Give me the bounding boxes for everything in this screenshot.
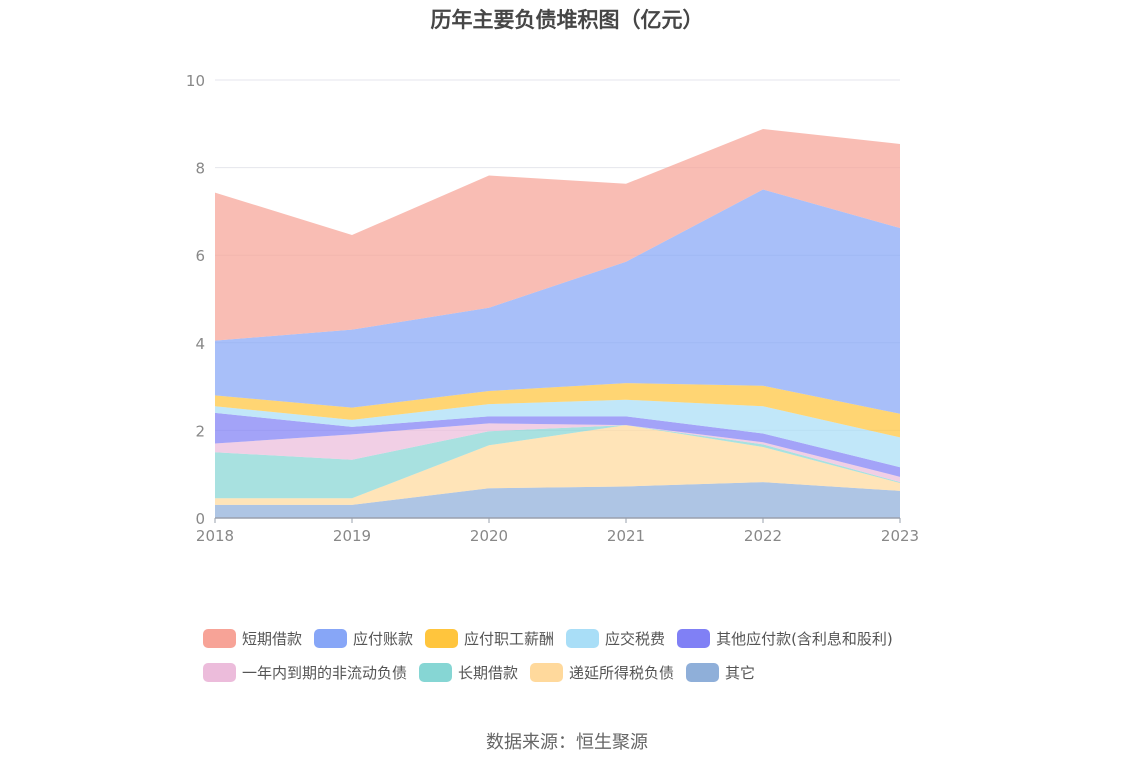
area-series xyxy=(215,383,900,438)
legend-label: 递延所得税负债 xyxy=(569,664,675,682)
legend-swatch xyxy=(203,629,236,648)
axes: 0 2 4 6 8 10 2018 2019 2020 2021 2022 2023 xyxy=(186,72,919,545)
legend-label: 其它 xyxy=(725,664,756,682)
x-tick-label: 2020 xyxy=(470,527,508,545)
x-tick-label: 2019 xyxy=(333,527,371,545)
legend-swatch xyxy=(203,663,236,682)
area-series xyxy=(215,412,900,477)
legend-swatch xyxy=(530,663,564,682)
area-series xyxy=(215,423,900,483)
legend-label: 短期借款 xyxy=(242,630,303,648)
x-tick-label: 2022 xyxy=(744,527,782,545)
x-tick-label: 2023 xyxy=(881,527,919,545)
area-series xyxy=(215,425,900,499)
area-series xyxy=(215,129,900,341)
x-tick-label: 2021 xyxy=(607,527,645,545)
area-series xyxy=(215,399,900,468)
legend-item[interactable]: 递延所得税负债 xyxy=(530,662,674,683)
legend-swatch xyxy=(425,629,459,648)
legend-label: 一年内到期的非流动负债 xyxy=(242,664,408,682)
y-tick-label: 4 xyxy=(195,335,205,353)
y-tick-label: 0 xyxy=(195,510,205,528)
legend-swatch xyxy=(419,663,453,682)
legend-row: 一年内到期的非流动负债 长期借款 递延所得税负债 其它 xyxy=(203,662,767,683)
area-series-layer xyxy=(215,129,900,518)
legend-swatch xyxy=(314,629,348,648)
chart-title: 历年主要负债堆积图（亿元） xyxy=(430,8,704,32)
area-series xyxy=(215,482,900,518)
legend-label: 长期借款 xyxy=(458,664,519,682)
stacked-area-chart: 0 2 4 6 8 10 2018 2019 2020 2021 2022 2023 xyxy=(186,72,919,545)
legend-label: 其他应付款(含利息和股利) xyxy=(716,630,893,648)
y-tick-label: 10 xyxy=(186,72,205,90)
legend-swatch xyxy=(686,663,720,682)
legend-item[interactable]: 应付账款 xyxy=(314,628,413,649)
legend-item[interactable]: 长期借款 xyxy=(419,662,518,683)
legend-label: 应交税费 xyxy=(605,630,666,648)
legend-row: 短期借款 应付账款 应付职工薪酬 应交税费 其他应付款(含利息和股利) xyxy=(203,628,905,649)
legend-item[interactable]: 应付职工薪酬 xyxy=(425,628,554,649)
legend-item[interactable]: 其他应付款(含利息和股利) xyxy=(677,628,893,649)
legend-label: 应付职工薪酬 xyxy=(464,630,555,648)
y-tick-label: 8 xyxy=(195,160,205,178)
area-series xyxy=(215,425,900,505)
legend-item[interactable]: 短期借款 xyxy=(203,628,302,649)
y-tick-label: 6 xyxy=(195,247,205,265)
legend-swatch xyxy=(677,629,711,648)
y-tick-label: 2 xyxy=(195,422,205,440)
legend-item[interactable]: 其它 xyxy=(686,662,755,683)
legend-item[interactable]: 一年内到期的非流动负债 xyxy=(203,662,407,683)
x-tick-label: 2018 xyxy=(196,527,234,545)
area-series xyxy=(215,189,900,414)
legend-swatch xyxy=(566,629,600,648)
source-note: 数据来源：恒生聚源 xyxy=(486,732,648,753)
legend-label: 应付账款 xyxy=(353,630,414,648)
legend-item[interactable]: 应交税费 xyxy=(566,628,665,649)
